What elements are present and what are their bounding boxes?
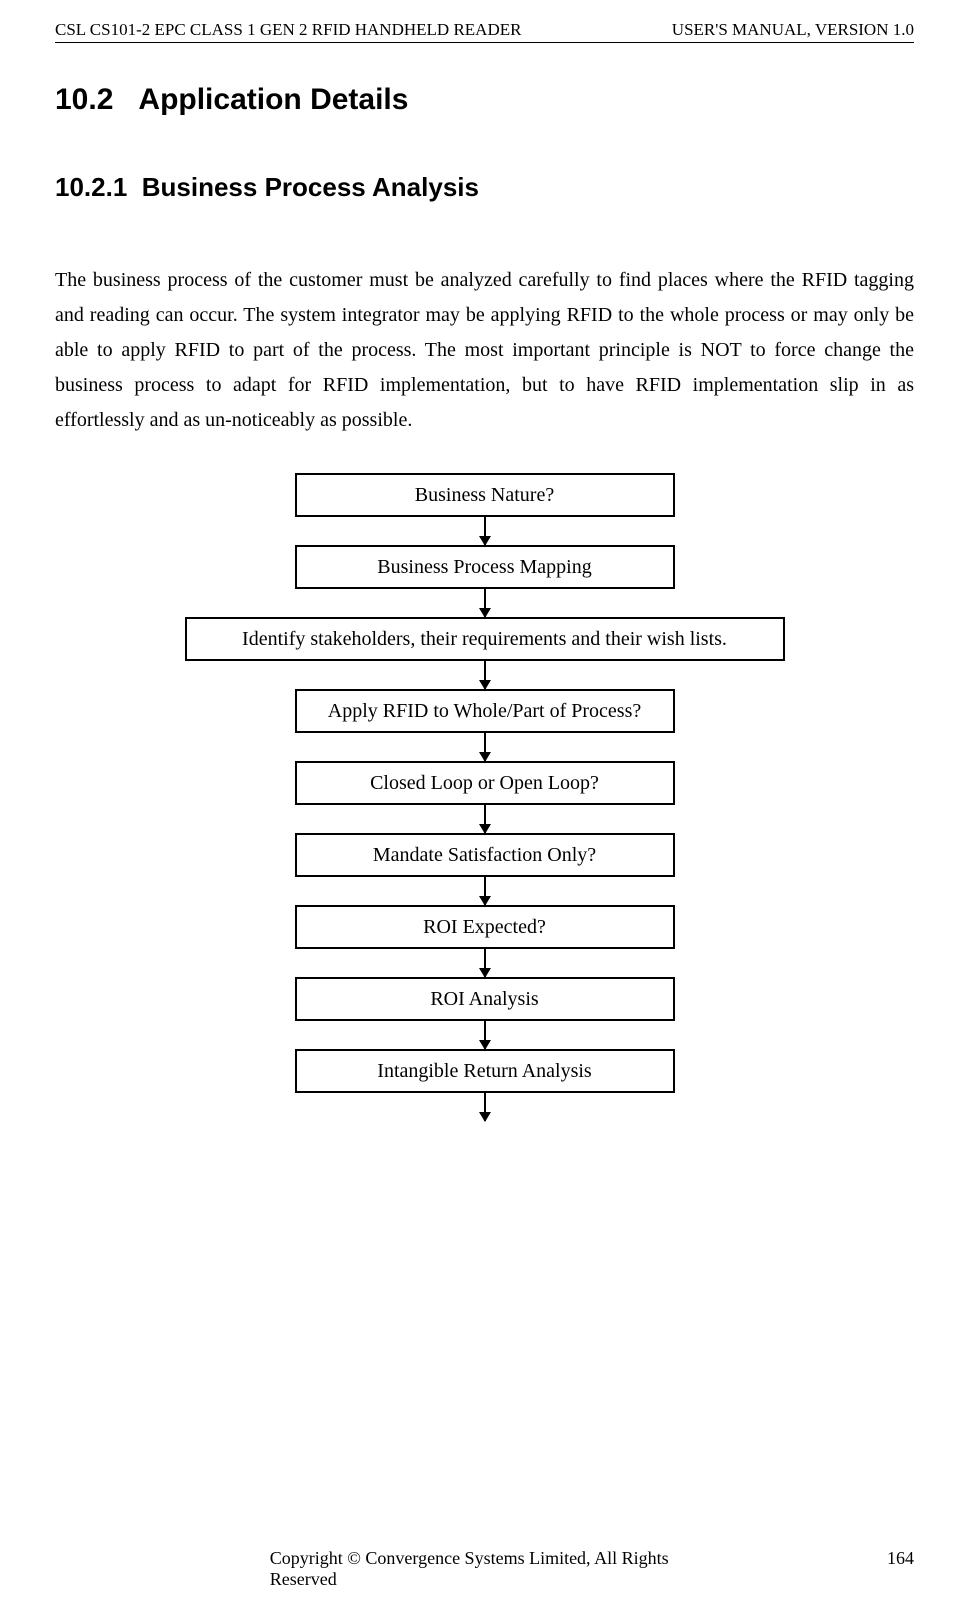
flow-arrow	[484, 805, 486, 833]
flow-arrow	[484, 661, 486, 689]
flow-box-mandate-satisfaction: Mandate Satisfaction Only?	[295, 833, 675, 877]
flow-box-intangible-return: Intangible Return Analysis	[295, 1049, 675, 1093]
flow-box-roi-analysis: ROI Analysis	[295, 977, 675, 1021]
footer-copyright: Copyright © Convergence Systems Limited,…	[270, 1548, 700, 1590]
flow-arrow	[484, 1021, 486, 1049]
page-header: CSL CS101-2 EPC CLASS 1 GEN 2 RFID HANDH…	[55, 20, 914, 43]
flow-box-business-process-mapping: Business Process Mapping	[295, 545, 675, 589]
flow-box-business-nature: Business Nature?	[295, 473, 675, 517]
body-paragraph: The business process of the customer mus…	[55, 263, 914, 438]
subsection-heading: 10.2.1 Business Process Analysis	[55, 172, 914, 203]
footer-page-number: 164	[887, 1548, 914, 1569]
flow-box-identify-stakeholders: Identify stakeholders, their requirement…	[185, 617, 785, 661]
section-number: 10.2	[55, 83, 113, 116]
flow-box-roi-expected: ROI Expected?	[295, 905, 675, 949]
flow-arrow	[484, 517, 486, 545]
subsection-title: Business Process Analysis	[142, 172, 479, 202]
flow-arrow	[484, 733, 486, 761]
flow-arrow	[484, 589, 486, 617]
flow-arrow	[484, 877, 486, 905]
section-heading: 10.2 Application Details	[55, 83, 914, 117]
flow-arrow	[484, 1093, 486, 1121]
subsection-number: 10.2.1	[55, 172, 127, 202]
page-footer: Copyright © Convergence Systems Limited,…	[55, 1548, 914, 1569]
header-left: CSL CS101-2 EPC CLASS 1 GEN 2 RFID HANDH…	[55, 20, 521, 40]
flow-arrow	[484, 949, 486, 977]
flow-box-apply-rfid: Apply RFID to Whole/Part of Process?	[295, 689, 675, 733]
header-right: USER'S MANUAL, VERSION 1.0	[672, 20, 914, 40]
flowchart: Business Nature? Business Process Mappin…	[55, 473, 914, 1121]
section-title: Application Details	[138, 83, 408, 116]
flow-box-closed-open-loop: Closed Loop or Open Loop?	[295, 761, 675, 805]
